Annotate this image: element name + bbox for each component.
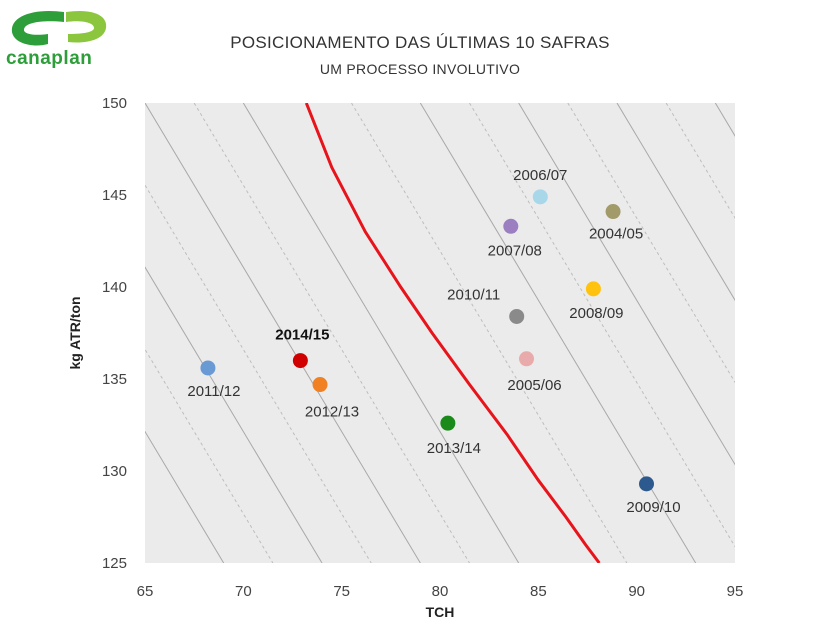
y-tick-label: 135 [102,371,127,388]
x-tick-label: 75 [333,583,350,600]
x-tick-label: 70 [235,583,252,600]
iso-line [145,103,421,563]
logo-swoosh-left [11,10,64,46]
iso-line [518,103,735,466]
iso-line [242,103,520,563]
iso-line [351,103,628,563]
chart-subtitle: UM PROCESSO INVOLUTIVO [319,61,521,77]
data-point-label: 2009/10 [626,499,680,516]
reference-curve [304,103,601,563]
iso-line [145,430,225,563]
logo-text: canaplan [6,48,93,69]
x-tick-label: 80 [432,583,449,600]
data-point [440,415,456,431]
iso-line [469,103,735,548]
iso-line [145,348,274,563]
data-point-label: 2014/15 [275,327,329,344]
canaplan-logo [11,10,107,46]
iso-line [145,266,323,563]
plot-area [145,103,735,563]
y-tick-label: 140 [102,279,127,296]
data-point [639,476,654,492]
iso-line [814,103,840,563]
x-tick-label: 65 [137,583,154,600]
data-point [503,218,519,234]
data-point-label: 2013/14 [427,440,481,457]
data-point [605,204,621,220]
data-point-label: 2007/08 [488,242,542,259]
y-axis-label: kg ATR/ton [67,296,83,369]
x-tick-label: 90 [628,583,645,600]
data-point-label: 2012/13 [305,404,359,421]
chart-title: POSICIONAMENTO DAS ÚLTIMAS 10 SAFRAS [230,33,610,52]
y-tick-label: 145 [102,187,127,204]
data-point [292,353,308,369]
x-tick-label: 95 [727,583,744,600]
data-point-label: 2006/07 [513,167,567,184]
data-point [312,377,328,393]
iso-line [765,103,840,563]
iso-line [616,103,735,302]
data-point-label: 2004/05 [589,226,643,243]
y-tick-label: 125 [102,555,127,572]
data-point-label: 2010/11 [447,286,500,303]
iso-line [145,184,372,563]
data-point [532,189,548,205]
data-point-label: 2008/09 [569,305,623,322]
data-point [519,351,535,367]
data-point-label: 2011/12 [187,383,240,400]
y-tick-label: 130 [102,463,127,480]
logo-swoosh-right [66,10,107,43]
data-point [585,281,601,297]
data-point [200,360,216,376]
data-point [509,308,525,324]
x-tick-label: 85 [530,583,547,600]
iso-line [193,103,470,563]
x-axis-label: TCH [426,604,455,620]
y-tick-label: 150 [102,95,127,112]
data-point-label: 2005/06 [507,377,561,394]
